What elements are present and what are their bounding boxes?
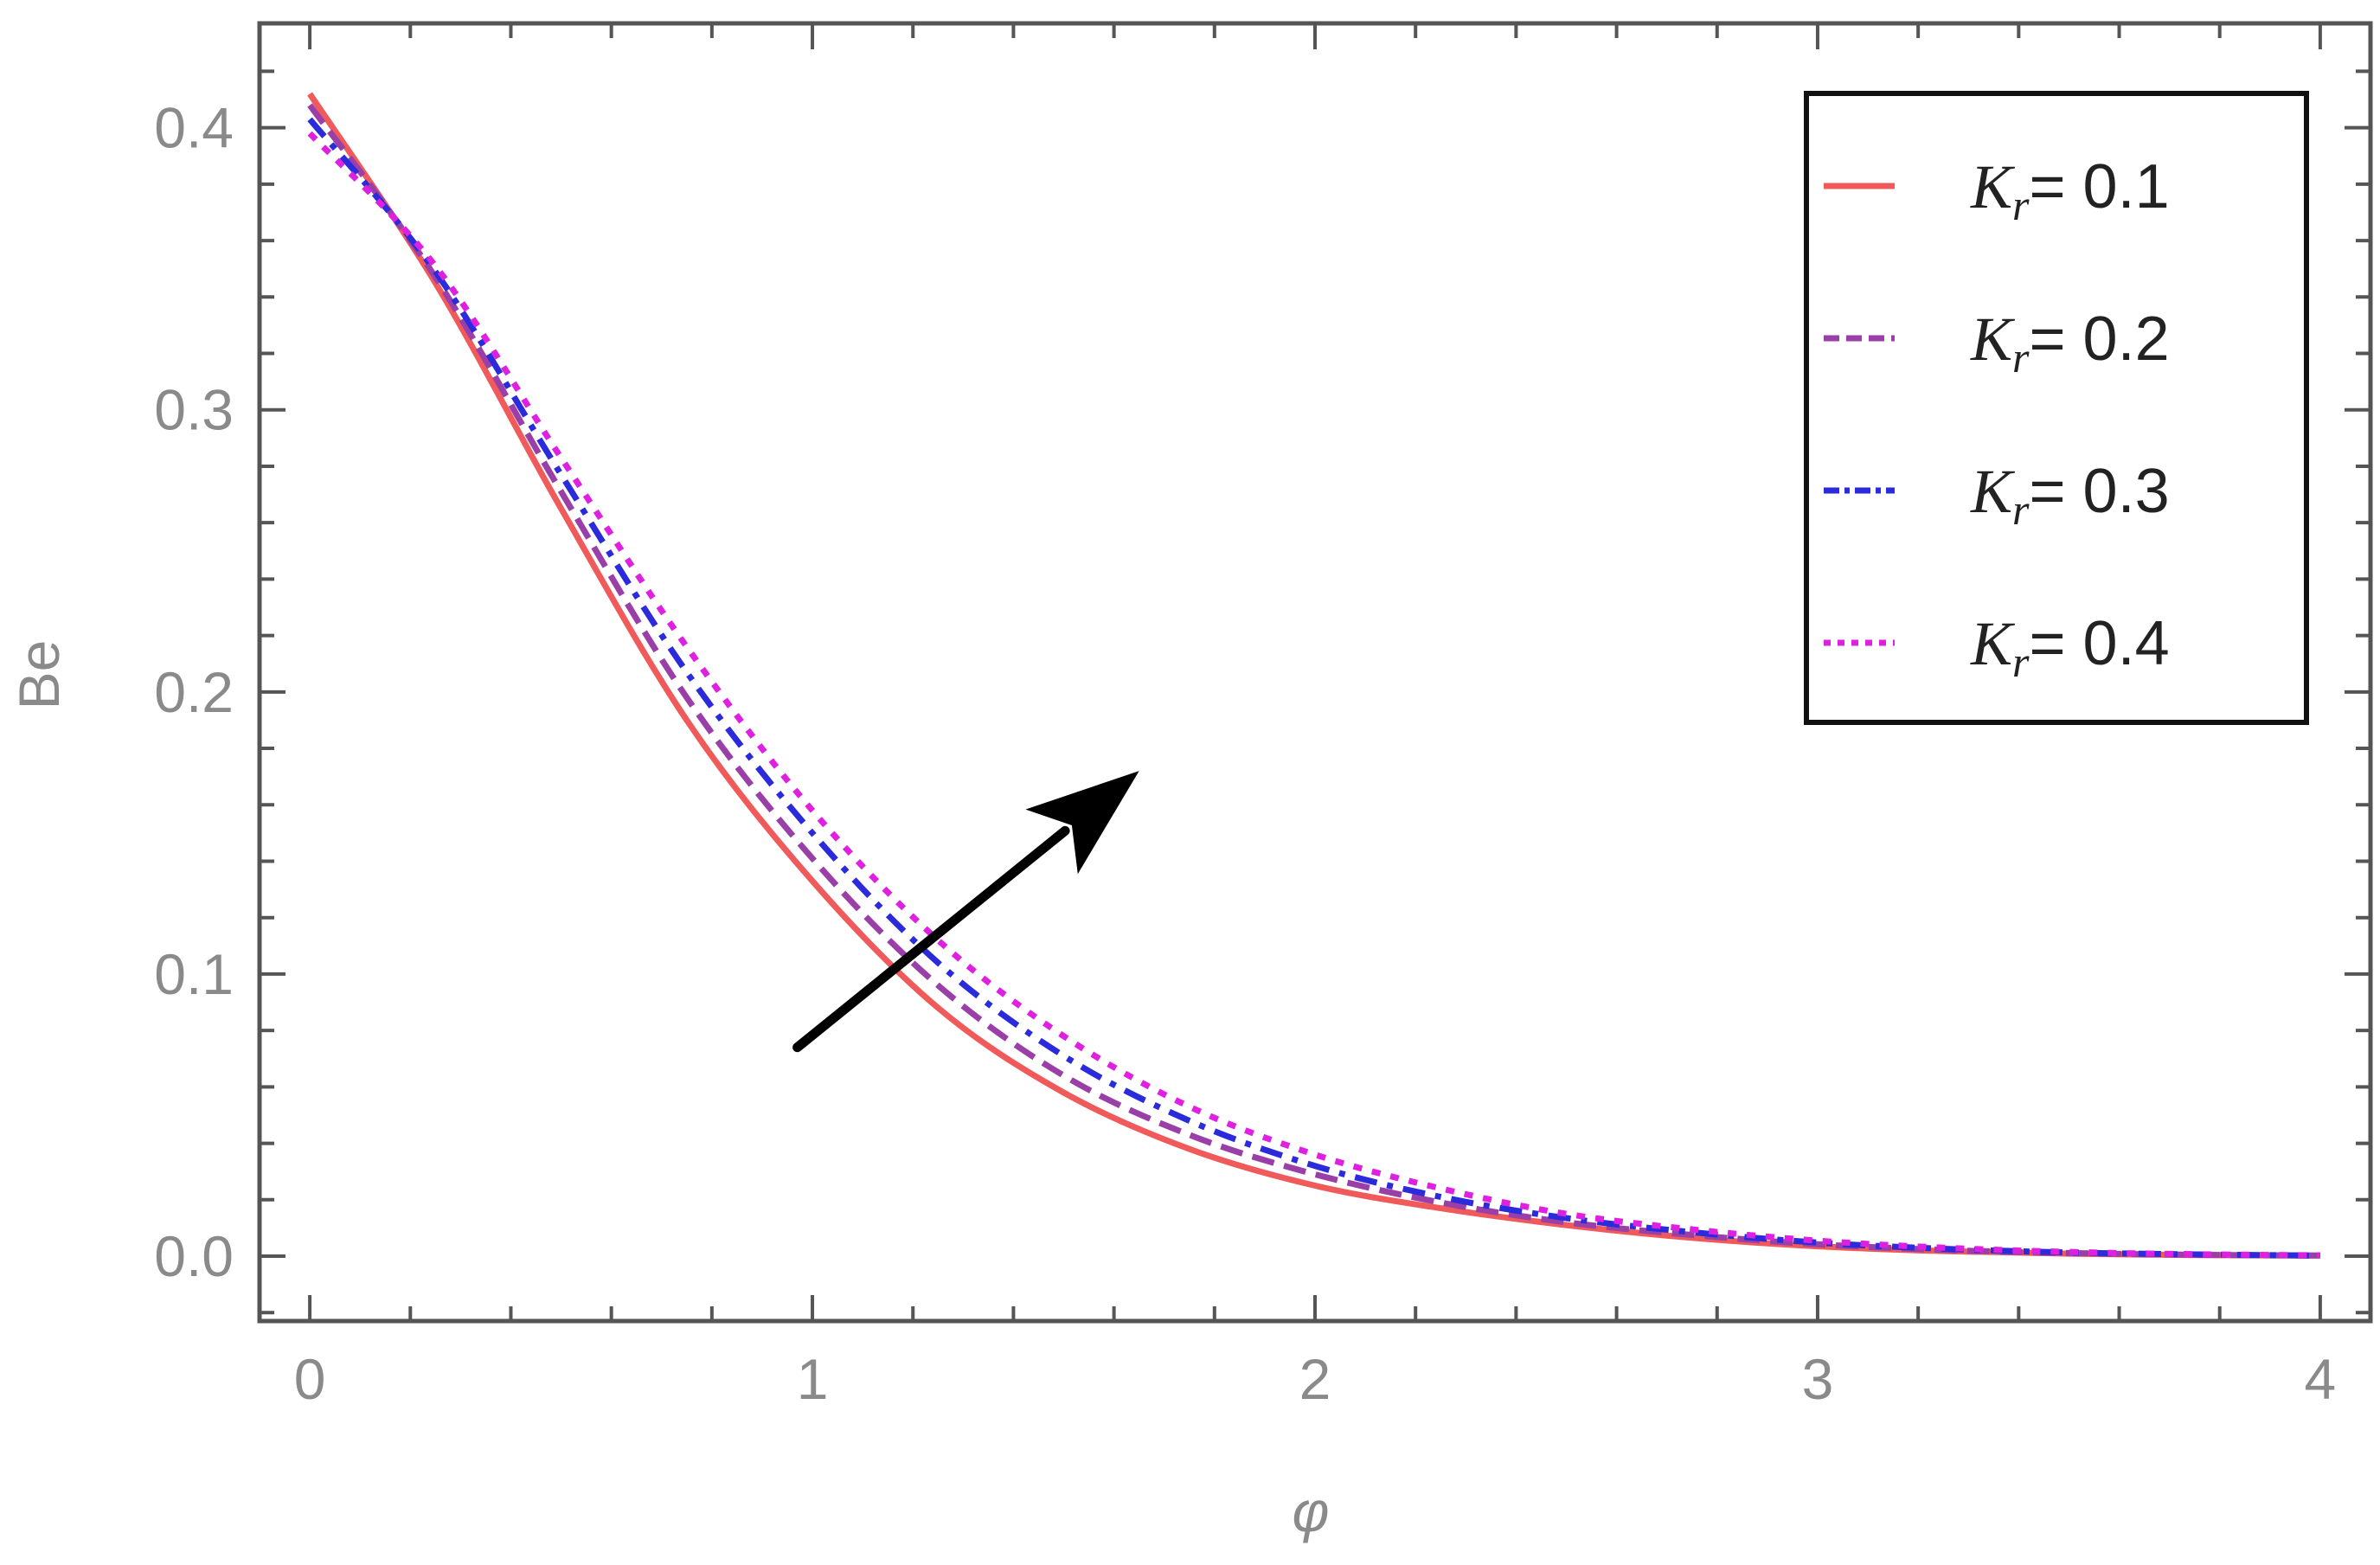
trend-arrow-shaft	[792, 825, 1070, 1053]
y-tick-label: 0.1	[154, 942, 234, 1006]
legend-label: Kr= 0.1	[1970, 152, 2170, 229]
y-tick-label: 0.4	[154, 96, 234, 160]
tick-label-layer: 0 1 2 3 4 0.0 0.1 0.2 0.3 0.4	[154, 96, 2336, 1411]
series-line-4	[307, 131, 2320, 1259]
y-tick-label: 0.2	[154, 660, 234, 724]
ticks-layer	[260, 23, 2370, 1321]
annotation-layer	[792, 771, 1139, 1053]
legend-label: Kr= 0.3	[1970, 457, 2170, 534]
series-line-3	[307, 117, 2320, 1259]
x-tick-label: 4	[2305, 1347, 2337, 1411]
x-tick-label: 0	[294, 1347, 326, 1411]
x-tick-label: 3	[1802, 1347, 1834, 1411]
x-tick-label: 2	[1299, 1347, 1331, 1411]
legend-label: Kr= 0.4	[1970, 609, 2170, 686]
legend: Kr= 0.1 Kr= 0.2 Kr= 0.3 Kr= 0.4	[1804, 91, 2309, 725]
y-axis-label: Be	[7, 640, 71, 710]
y-tick-label: 0.0	[154, 1224, 234, 1288]
x-tick-label: 1	[797, 1347, 829, 1411]
trend-arrow-head	[1025, 771, 1139, 875]
x-axis-label: φ	[1292, 1479, 1329, 1543]
series-layer	[307, 92, 2320, 1259]
legend-box	[1804, 91, 2309, 725]
legend-label: Kr= 0.2	[1970, 305, 2170, 382]
plot-frame	[257, 21, 2373, 1324]
y-tick-label: 0.3	[154, 378, 234, 442]
